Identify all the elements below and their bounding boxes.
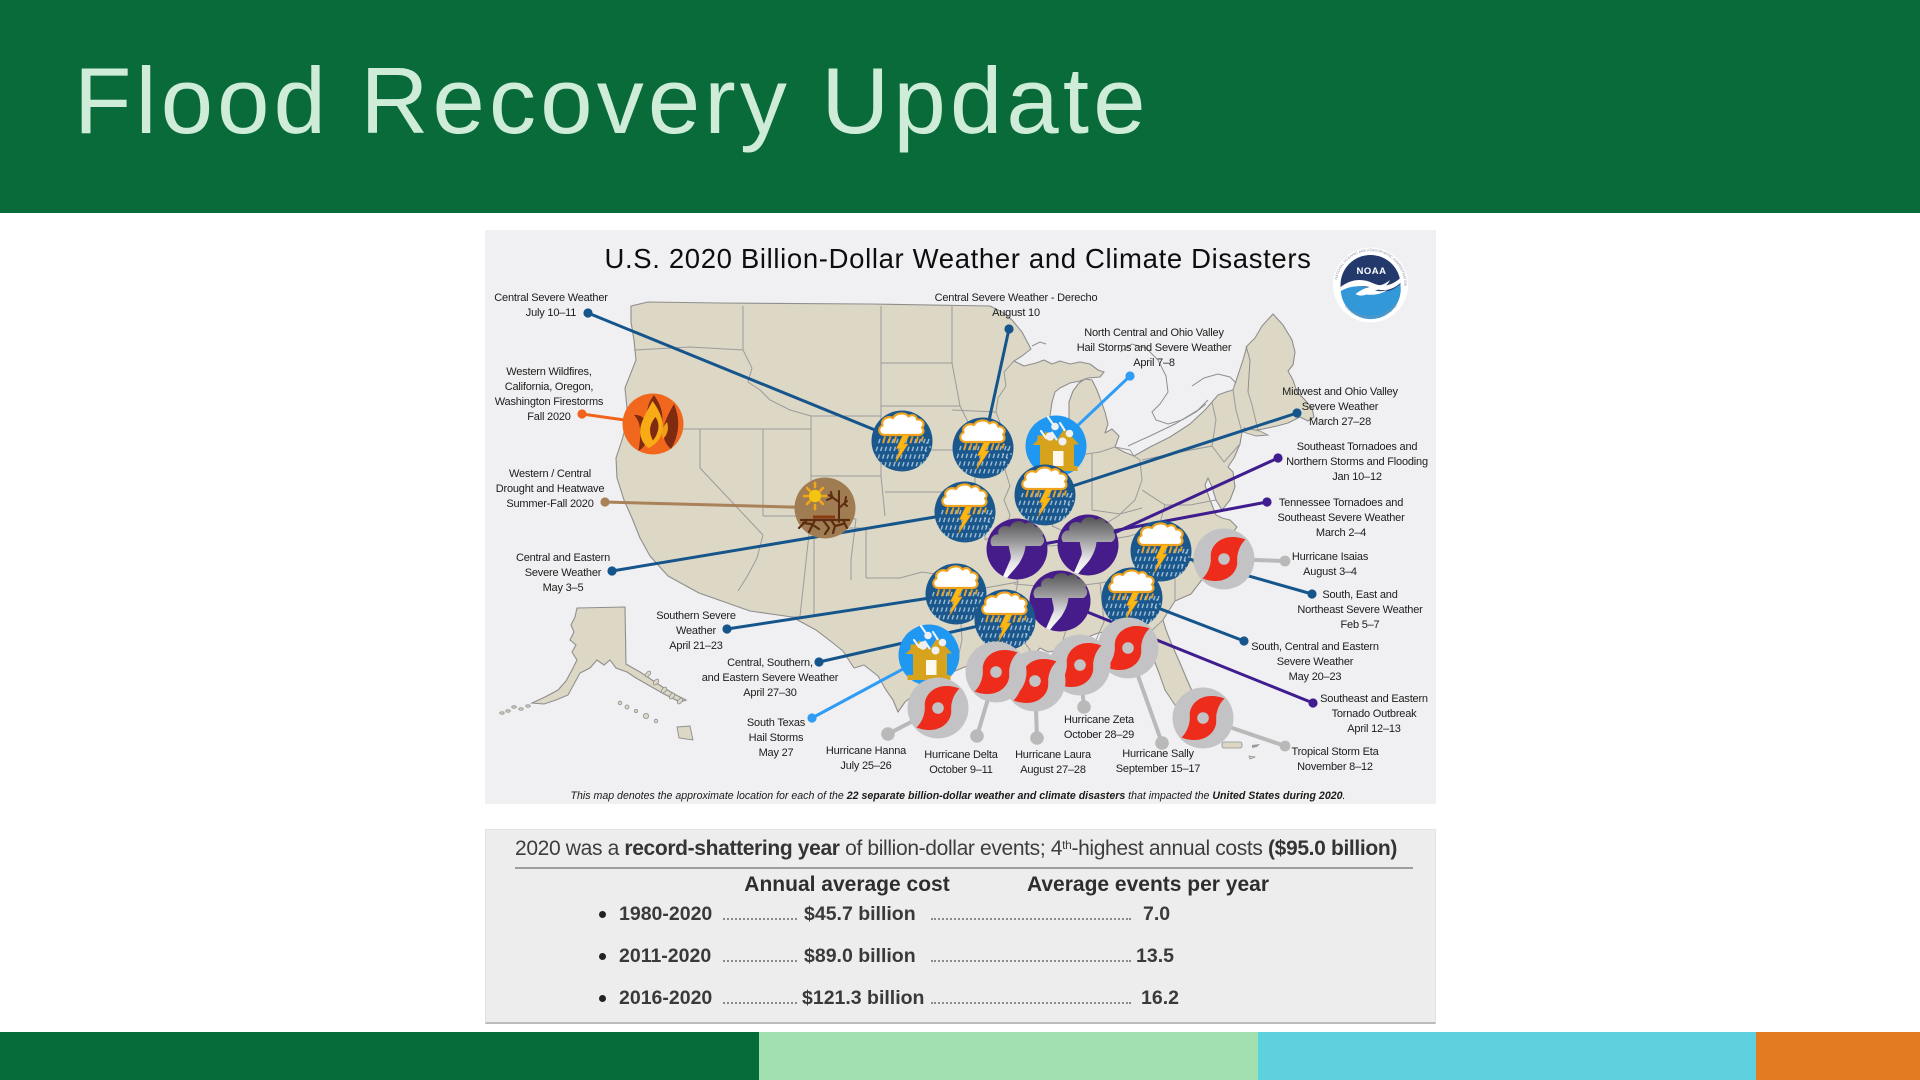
svg-text:Southeast Tornadoes and: Southeast Tornadoes and	[1297, 441, 1418, 453]
svg-text:Central, Southern,: Central, Southern,	[727, 657, 813, 669]
svg-text:April 12–13: April 12–13	[1347, 723, 1401, 735]
svg-text:Hail Storms: Hail Storms	[749, 732, 804, 744]
svg-text:Severe Weather: Severe Weather	[1302, 401, 1379, 413]
svg-text:Southeast and Eastern: Southeast and Eastern	[1320, 693, 1428, 705]
svg-text:Feb 5–7: Feb 5–7	[1341, 619, 1380, 631]
svg-text:California, Oregon,: California, Oregon,	[505, 381, 594, 393]
svg-text:March 2–4: March 2–4	[1316, 527, 1366, 539]
svg-text:Drought and Heatwave: Drought and Heatwave	[496, 483, 605, 495]
svg-text:Severe Weather: Severe Weather	[1277, 656, 1354, 668]
svg-text:Central and Eastern: Central and Eastern	[516, 552, 610, 564]
svg-text:Tropical Storm Eta: Tropical Storm Eta	[1291, 746, 1379, 758]
svg-text:and Eastern Severe Weather: and Eastern Severe Weather	[702, 672, 839, 684]
svg-text:Weather: Weather	[676, 625, 717, 637]
svg-text:Hurricane Isaias: Hurricane Isaias	[1292, 551, 1369, 563]
svg-text:August 10: August 10	[992, 307, 1040, 319]
svg-text:South Texas: South Texas	[747, 717, 806, 729]
svg-text:Jan 10–12: Jan 10–12	[1332, 471, 1382, 483]
svg-text:Tornado Outbreak: Tornado Outbreak	[1332, 708, 1418, 720]
svg-text:Southeast Severe Weather: Southeast Severe Weather	[1277, 512, 1405, 524]
svg-text:Southern Severe: Southern Severe	[656, 610, 736, 622]
svg-text:U.S. 2020 Billion-Dollar Weath: U.S. 2020 Billion-Dollar Weather and Cli…	[604, 243, 1311, 274]
svg-text:October 28–29: October 28–29	[1064, 729, 1134, 741]
svg-text:Hurricane Sally: Hurricane Sally	[1122, 748, 1194, 760]
svg-text:Central Severe Weather - Derec: Central Severe Weather - Derecho	[935, 292, 1098, 304]
svg-text:April 27–30: April 27–30	[743, 687, 797, 699]
svg-text:North Central and Ohio Valley: North Central and Ohio Valley	[1084, 327, 1224, 339]
svg-text:Central Severe Weather: Central Severe Weather	[494, 292, 608, 304]
svg-text:NOAA: NOAA	[1357, 266, 1387, 277]
svg-text:South, Central and Eastern: South, Central and Eastern	[1251, 641, 1379, 653]
svg-text:Northern Storms and Flooding: Northern Storms and Flooding	[1286, 456, 1428, 468]
svg-text:May 20–23: May 20–23	[1289, 671, 1342, 683]
svg-text:October 9–11: October 9–11	[929, 764, 993, 776]
svg-text:Hurricane Laura: Hurricane Laura	[1015, 749, 1092, 761]
svg-text:South, East and: South, East and	[1322, 589, 1397, 601]
svg-text:Northeast Severe Weather: Northeast Severe Weather	[1297, 604, 1423, 616]
svg-text:May 27: May 27	[759, 747, 794, 759]
svg-text:November 8–12: November 8–12	[1297, 761, 1373, 773]
svg-text:Summer-Fall 2020: Summer-Fall 2020	[506, 498, 593, 510]
svg-text:May 3–5: May 3–5	[543, 582, 584, 594]
svg-text:Washington Firestorms: Washington Firestorms	[495, 396, 604, 408]
svg-text:Tennessee Tornadoes and: Tennessee Tornadoes and	[1279, 497, 1403, 509]
svg-text:Western / Central: Western / Central	[509, 468, 591, 480]
svg-text:Hail Storms and Severe Weather: Hail Storms and Severe Weather	[1077, 342, 1232, 354]
svg-text:Hurricane Delta: Hurricane Delta	[924, 749, 999, 761]
svg-text:August 27–28: August 27–28	[1020, 764, 1086, 776]
svg-text:Hurricane Zeta: Hurricane Zeta	[1064, 714, 1135, 726]
svg-text:Midwest and Ohio Valley: Midwest and Ohio Valley	[1282, 386, 1398, 398]
svg-text:August 3–4: August 3–4	[1303, 566, 1357, 578]
svg-text:July 25–26: July 25–26	[840, 760, 891, 772]
svg-text:March 27–28: March 27–28	[1309, 416, 1371, 428]
svg-text:April 7–8: April 7–8	[1133, 357, 1175, 369]
svg-text:Hurricane Hanna: Hurricane Hanna	[826, 745, 907, 757]
svg-text:April 21–23: April 21–23	[669, 640, 723, 652]
svg-text:September 15–17: September 15–17	[1116, 763, 1201, 775]
svg-text:July 10–11: July 10–11	[526, 307, 576, 319]
svg-text:This map denotes the approxima: This map denotes the approximate locatio…	[571, 790, 1346, 802]
svg-text:Western Wildfires,: Western Wildfires,	[506, 366, 592, 378]
svg-text:Severe Weather: Severe Weather	[525, 567, 602, 579]
svg-text:Fall 2020: Fall 2020	[527, 411, 571, 423]
